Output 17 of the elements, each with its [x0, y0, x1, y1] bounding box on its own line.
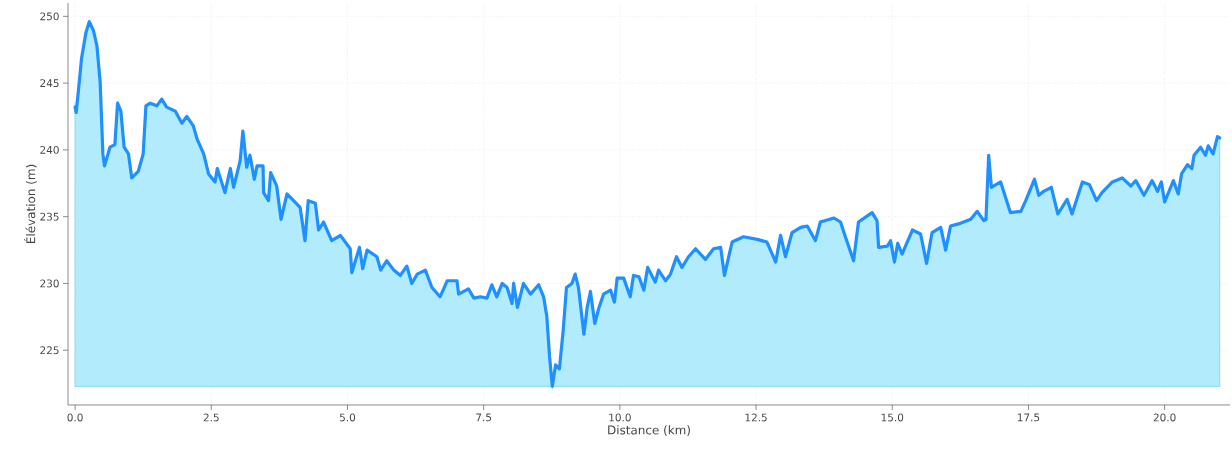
y-tick-label: 240	[40, 145, 59, 154]
y-tick-label: 245	[40, 79, 59, 88]
x-tick-label: 5.0	[339, 413, 356, 422]
y-tick-label: 230	[40, 279, 59, 288]
x-tick-label: 7.5	[476, 413, 492, 422]
y-tick-label: 235	[40, 212, 59, 221]
x-axis-title: Distance (km)	[608, 425, 690, 436]
x-tick-label: 20.0	[1153, 413, 1176, 422]
x-tick-label: 12.5	[745, 413, 767, 422]
x-tick-label: 2.5	[203, 413, 219, 422]
x-tick-label: 15.0	[881, 413, 904, 422]
x-tick-label: 10.0	[609, 413, 631, 422]
y-axis-title: Élévation (m)	[24, 164, 37, 243]
y-tick-label: 225	[40, 346, 59, 355]
x-tick-label: 17.5	[1017, 413, 1040, 422]
y-tick-label: 250	[40, 12, 59, 21]
x-tick-label: 0.0	[67, 413, 83, 422]
